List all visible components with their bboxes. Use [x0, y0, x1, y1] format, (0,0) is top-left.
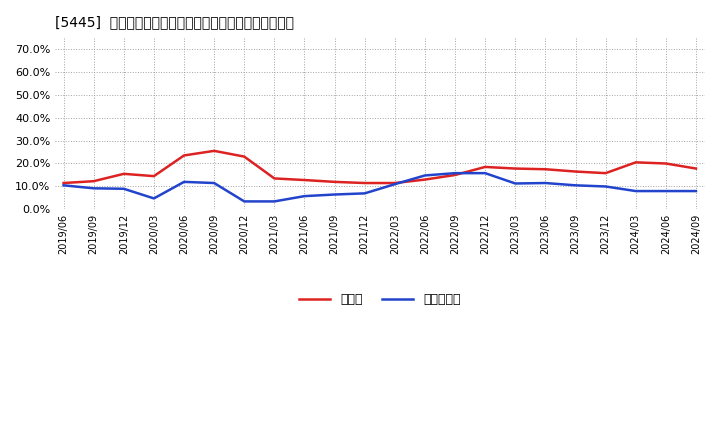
現預金	[180, 153, 189, 158]
Legend: 現預金, 有利子負債: 現預金, 有利子負債	[294, 288, 465, 311]
現預金	[420, 177, 429, 182]
有利子負債	[210, 180, 218, 186]
有利子負債	[361, 191, 369, 196]
現預金	[89, 179, 98, 184]
有利子負債	[89, 186, 98, 191]
現預金	[300, 177, 309, 183]
有利子負債	[150, 196, 158, 201]
現預金	[481, 164, 490, 169]
Text: [5445]  現預金、有利子負債の総資産に対する比率の推移: [5445] 現預金、有利子負債の総資産に対する比率の推移	[55, 15, 294, 29]
現預金	[390, 180, 399, 186]
有利子負債	[120, 186, 128, 191]
有利子負債	[511, 181, 520, 186]
有利子負債	[420, 173, 429, 178]
現預金	[541, 167, 549, 172]
Line: 現預金: 現預金	[63, 151, 696, 183]
現預金	[692, 166, 701, 171]
有利子負債	[59, 183, 68, 188]
有利子負債	[662, 188, 670, 194]
有利子負債	[270, 199, 279, 204]
有利子負債	[692, 188, 701, 194]
有利子負債	[451, 171, 459, 176]
現預金	[571, 169, 580, 174]
有利子負債	[330, 192, 339, 197]
現預金	[631, 160, 640, 165]
現預金	[601, 171, 610, 176]
有利子負債	[240, 199, 248, 204]
現預金	[150, 173, 158, 179]
現預金	[270, 176, 279, 181]
有利子負債	[390, 182, 399, 187]
有利子負債	[631, 188, 640, 194]
現預金	[210, 148, 218, 154]
現預金	[240, 154, 248, 159]
現預金	[120, 171, 128, 176]
有利子負債	[541, 180, 549, 186]
現預金	[662, 161, 670, 166]
現預金	[59, 180, 68, 186]
有利子負債	[481, 171, 490, 176]
現預金	[511, 166, 520, 171]
現預金	[451, 172, 459, 178]
現預金	[330, 179, 339, 184]
有利子負債	[601, 184, 610, 189]
Line: 有利子負債: 有利子負債	[63, 173, 696, 202]
有利子負債	[180, 179, 189, 184]
有利子負債	[571, 183, 580, 188]
有利子負債	[300, 194, 309, 199]
現預金	[361, 180, 369, 186]
